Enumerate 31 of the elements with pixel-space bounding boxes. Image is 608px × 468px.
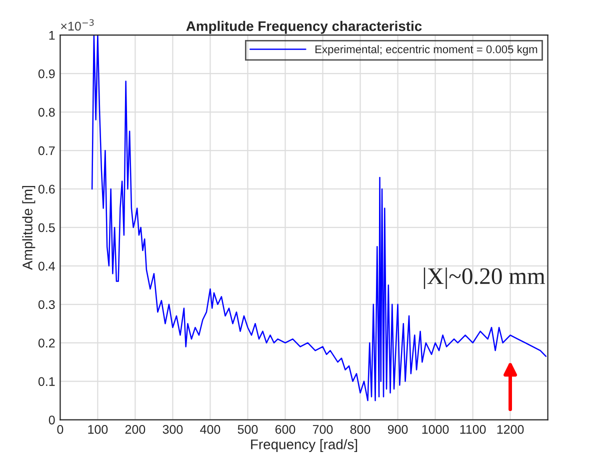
- text: ×10$^{−3}$: [61, 19, 94, 31]
- y-tick-label: 0.4: [38, 262, 55, 271]
- x-tick-label: 100: [88, 424, 108, 434]
- y-tick-label: 0.1: [38, 377, 55, 386]
- y-tick-label: 0.5: [38, 223, 55, 232]
- x-tick-label: 700: [312, 424, 333, 434]
- x-tick-label: 600: [275, 424, 296, 434]
- y-tick-label: 0: [48, 416, 55, 424]
- y-tick-label: 0.6: [38, 184, 55, 194]
- x-tick-label: 200: [125, 424, 146, 434]
- x-tick-label: 0: [57, 424, 64, 434]
- y-tick-label: 0.9: [38, 69, 55, 78]
- x-tick-label: 1100: [460, 424, 486, 434]
- x-tick-label: 300: [162, 424, 183, 434]
- x-tick-label: 800: [350, 424, 370, 434]
- x-tick-label: 1200: [497, 424, 524, 434]
- x-tick-label: 500: [238, 424, 258, 434]
- x-tick-label: 900: [388, 424, 408, 434]
- annotation: |X|~0.20 mm: [424, 268, 545, 289]
- x-tick-label: 400: [200, 424, 220, 434]
- y-tick-label: 0.2: [38, 338, 55, 348]
- x-tick-label: 1000: [422, 424, 449, 434]
- y-tick-label: 1: [49, 31, 55, 40]
- chart-title: Amplitude Frequency characteristic: [186, 20, 422, 34]
- text: Experimental; eccentric moment = 0.005 kgm: [315, 45, 538, 56]
- y-tick-label: 0.7: [38, 146, 55, 156]
- line-series: [91, 35, 547, 402]
- y-axis-title: Amplitude [m]: [22, 186, 36, 270]
- y-tick-label: 0.3: [38, 300, 55, 310]
- y-tick-label: 0.8: [38, 108, 55, 117]
- x-axis-title: Frequency [rad/s]: [251, 439, 358, 452]
